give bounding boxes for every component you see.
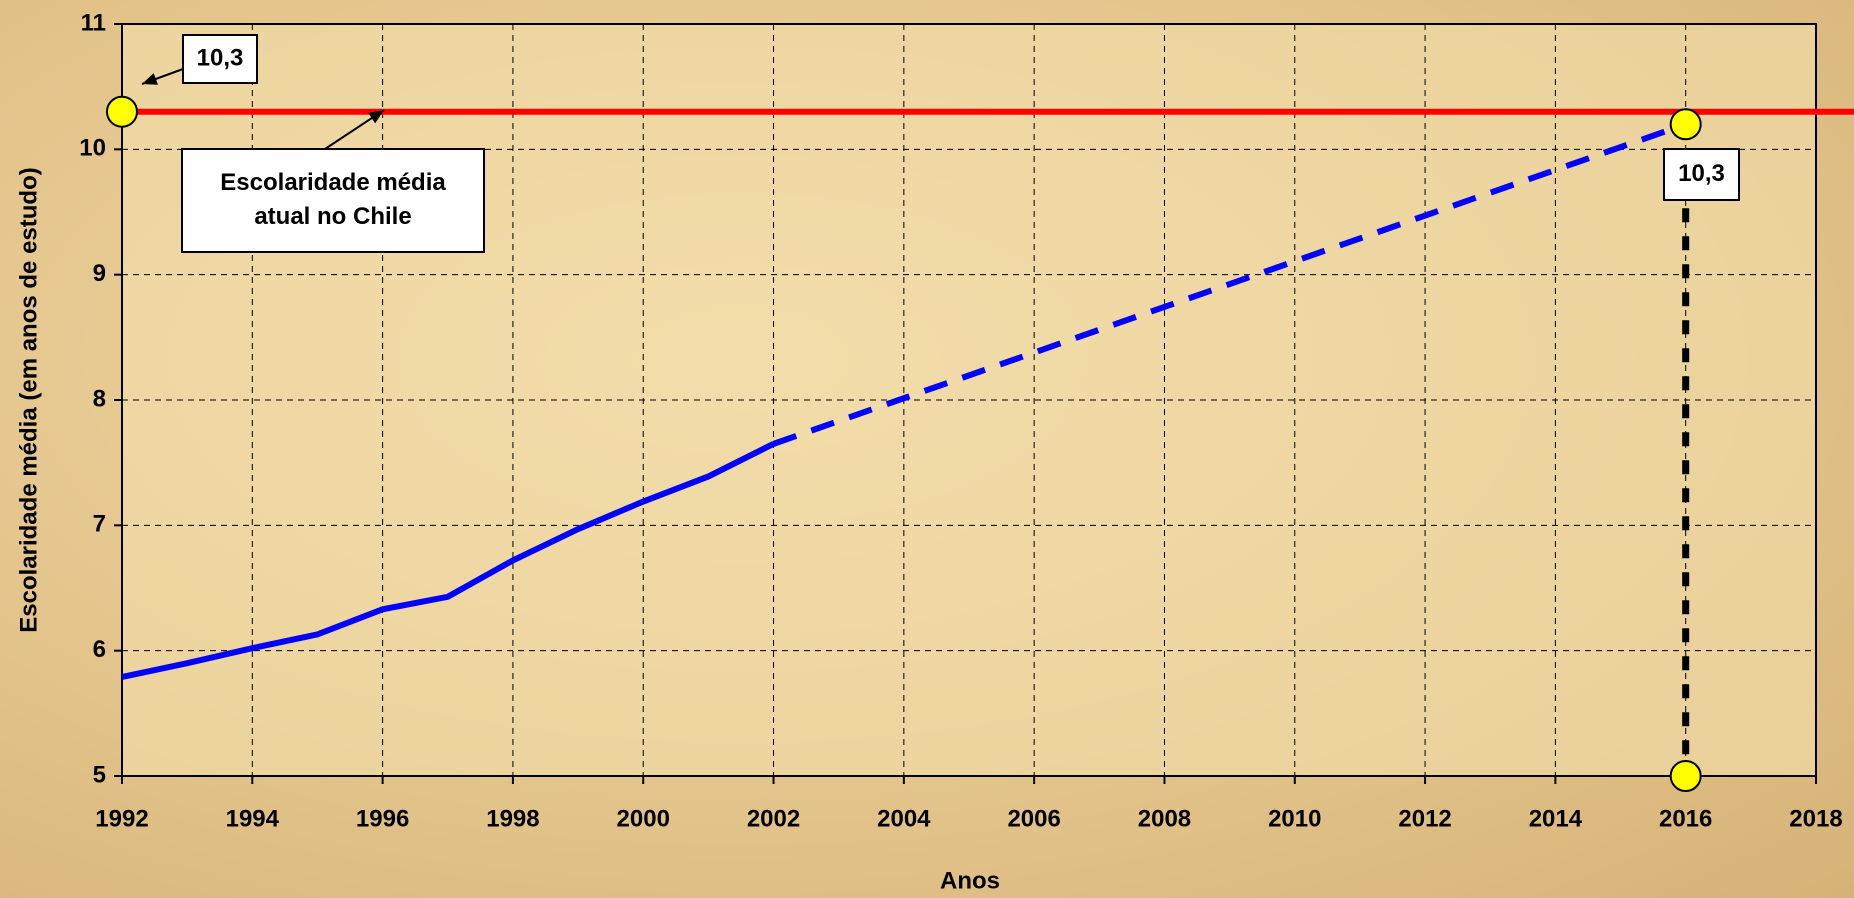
annotation-box (182, 34, 258, 84)
x-tick-label: 2000 (617, 805, 670, 832)
x-tick-label: 2010 (1268, 805, 1321, 832)
annotation-text: 10,3 (197, 44, 244, 71)
x-tick-label: 1992 (95, 805, 148, 832)
plot-frame (121, 23, 1817, 777)
x-tick-label: 2016 (1659, 805, 1712, 832)
x-tick-label: 2018 (1789, 805, 1842, 832)
x-tick-label: 2008 (1138, 805, 1191, 832)
y-tick-label: 8 (93, 385, 106, 412)
marker (1669, 760, 1702, 792)
y-axis-label: Escolaridade média (em anos de estudo) (15, 167, 42, 632)
x-tick-label: 1994 (226, 805, 280, 832)
y-tick-label: 10 (79, 135, 106, 162)
y-tick-label: 7 (93, 511, 106, 538)
x-tick-label: 2002 (747, 805, 800, 832)
annotation-text: atual no Chile (254, 203, 411, 230)
x-tick-label: 2014 (1529, 805, 1583, 832)
x-tick-label: 2006 (1007, 805, 1060, 832)
annotation-arrowhead (368, 110, 384, 124)
x-tick-label: 1996 (356, 805, 409, 832)
y-tick-label: 5 (93, 761, 106, 788)
annotation-box (1663, 148, 1740, 201)
x-tick-label: 2012 (1398, 805, 1451, 832)
x-axis-label: Anos (940, 867, 1000, 894)
x-tick-label: 1998 (486, 805, 539, 832)
y-tick-label: 11 (81, 9, 106, 36)
annotation-text: 10,3 (1678, 160, 1725, 187)
y-tick-label: 9 (93, 260, 106, 287)
annotation-arrowhead (142, 73, 158, 85)
marker (1669, 108, 1702, 141)
series-line (121, 441, 775, 680)
annotation-box (181, 148, 485, 253)
y-tick-label: 6 (93, 636, 106, 663)
x-tick-label: 2004 (877, 805, 931, 832)
series-line (772, 121, 1687, 447)
marker (106, 95, 138, 128)
annotation-text: Escolaridade média (220, 169, 446, 196)
